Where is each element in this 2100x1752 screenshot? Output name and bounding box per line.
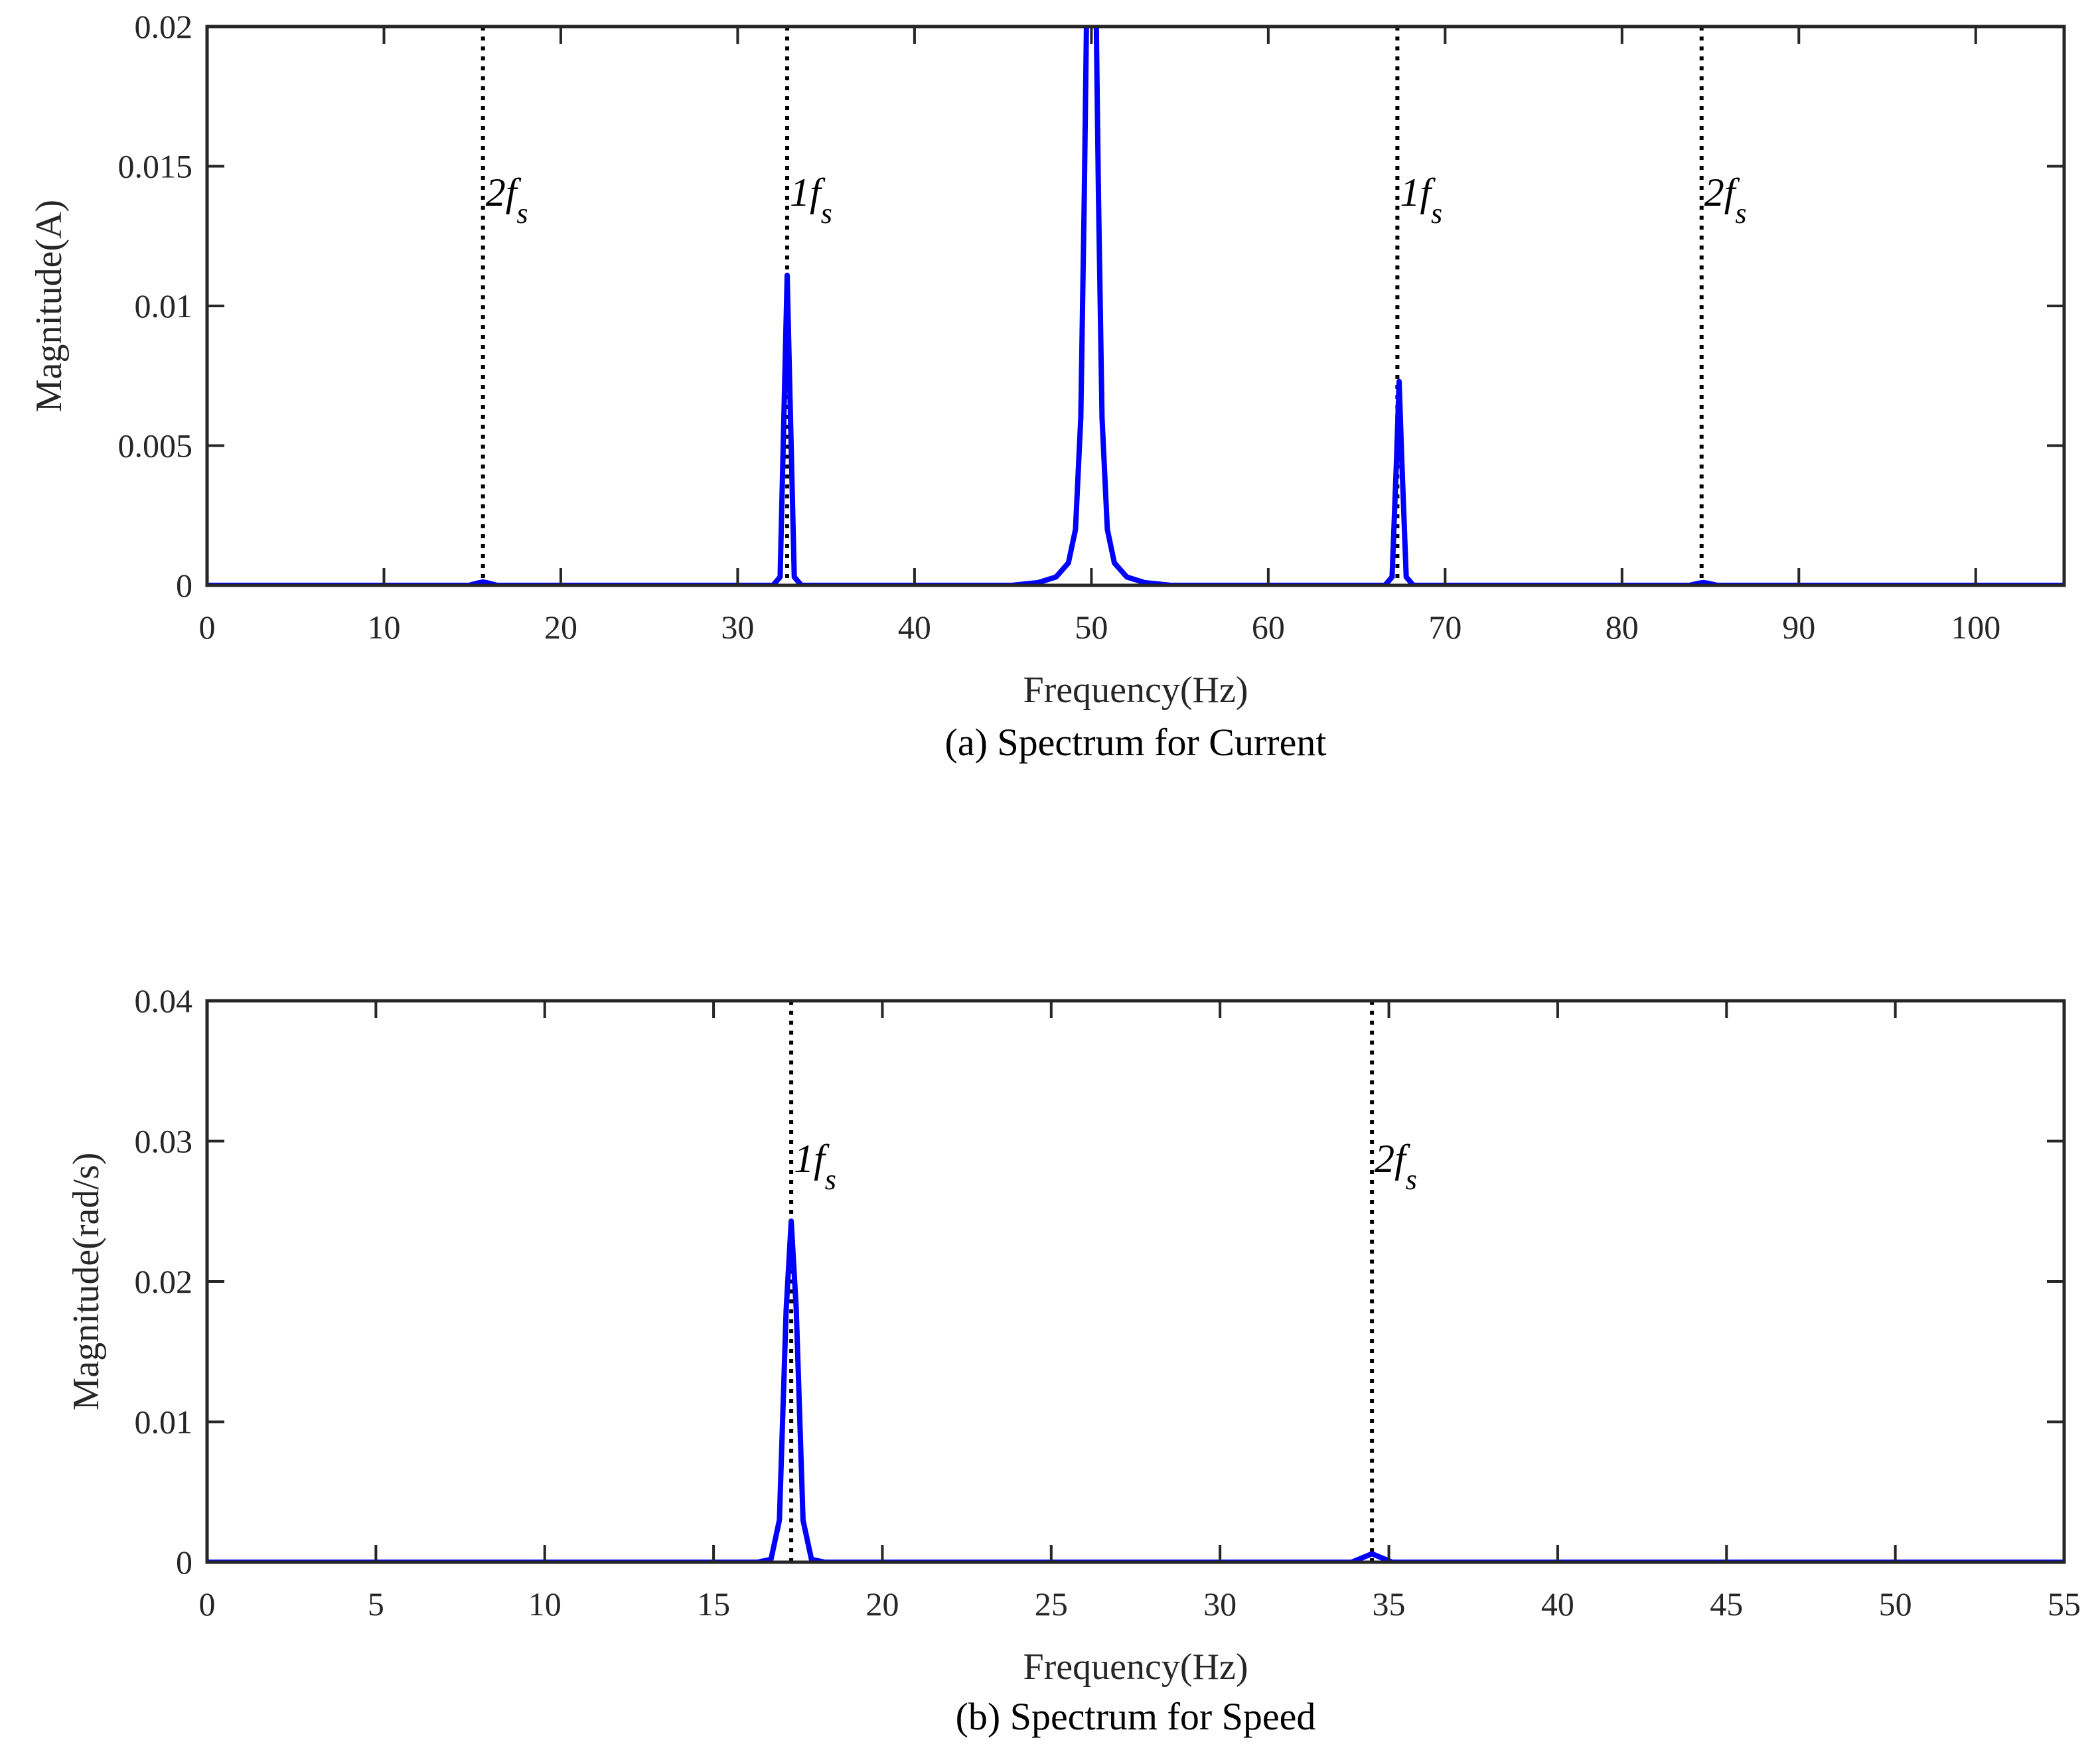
marker-label-a-3: 2fs [1704, 171, 1747, 230]
chart-b-caption: (b) Spectrum for Speed [956, 1695, 1316, 1738]
x-tick-label-a-6: 60 [1252, 609, 1285, 646]
x-tick-label-b-7: 35 [1373, 1585, 1406, 1623]
x-tick-label-b-0: 0 [199, 1585, 216, 1623]
marker-label-b-1: 2fs [1375, 1137, 1417, 1196]
x-tick-label-b-1: 5 [368, 1585, 384, 1623]
x-tick-label-a-10: 100 [1951, 609, 2000, 646]
x-tick-label-a-7: 70 [1428, 609, 1462, 646]
spectrum-line-a-0 [207, 27, 2064, 585]
chart-b-y-axis-label: Magnitude(rad/s) [66, 1153, 107, 1411]
x-tick-label-a-0: 0 [199, 609, 216, 646]
y-tick-label-a-1: 0.005 [118, 427, 193, 465]
y-tick-label-b-1: 0.01 [135, 1404, 193, 1441]
x-tick-label-a-9: 90 [1782, 609, 1815, 646]
chart-a-caption: (a) Spectrum for Current [945, 721, 1327, 764]
x-tick-label-a-4: 40 [898, 609, 931, 646]
y-tick-label-b-3: 0.03 [135, 1123, 193, 1160]
x-tick-label-b-9: 45 [1710, 1585, 1743, 1623]
chart-b-plot-frame [205, 999, 2066, 1564]
x-tick-label-b-8: 40 [1541, 1585, 1574, 1623]
x-tick-label-b-3: 15 [697, 1585, 730, 1623]
x-tick-label-a-1: 10 [367, 609, 400, 646]
chart-b: 0 5 10 15 20 25 30 35 40 45 50 55 0 0.01 0.02 0.03 0.04… [66, 982, 2081, 1738]
x-tick-label-a-5: 50 [1075, 609, 1108, 646]
y-tick-label-b-2: 0.02 [135, 1263, 193, 1300]
x-tick-label-b-5: 25 [1035, 1585, 1068, 1623]
y-tick-label-a-2: 0.01 [135, 287, 193, 325]
x-tick-label-a-8: 80 [1606, 609, 1639, 646]
chart-b-x-axis-label: Frequency(Hz) [1023, 1646, 1248, 1688]
chart-a: 0 10 20 30 40 50 60 70 80 90 100 0 0.005 0.01 0.015 0.… [29, 8, 2066, 764]
marker-label-b-0: 1fs [794, 1137, 836, 1196]
marker-label-a-2: 1fs [1400, 171, 1442, 230]
x-tick-label-b-11: 55 [2048, 1585, 2081, 1623]
marker-label-a-1: 1fs [790, 171, 832, 230]
y-tick-label-b-0: 0 [176, 1544, 192, 1581]
x-tick-label-b-6: 30 [1203, 1585, 1237, 1623]
x-tick-label-a-3: 30 [721, 609, 754, 646]
chart-a-y-axis-label: Magnitude(A) [29, 200, 70, 412]
x-tick-label-b-10: 50 [1879, 1585, 1912, 1623]
y-tick-label-b-4: 0.04 [135, 982, 193, 1019]
chart-a-x-axis-label: Frequency(Hz) [1023, 670, 1248, 711]
y-tick-label-a-4: 0.02 [135, 8, 193, 45]
marker-label-a-0: 2fs [486, 171, 528, 230]
x-tick-label-b-4: 20 [865, 1585, 899, 1623]
x-tick-label-b-2: 10 [528, 1585, 562, 1623]
spectrum-line-b-0 [207, 1218, 2064, 1562]
y-tick-label-a-3: 0.015 [118, 148, 193, 185]
x-tick-label-a-2: 20 [544, 609, 577, 646]
chart-a-plot-frame [205, 25, 2066, 587]
y-tick-label-a-0: 0 [176, 567, 192, 604]
